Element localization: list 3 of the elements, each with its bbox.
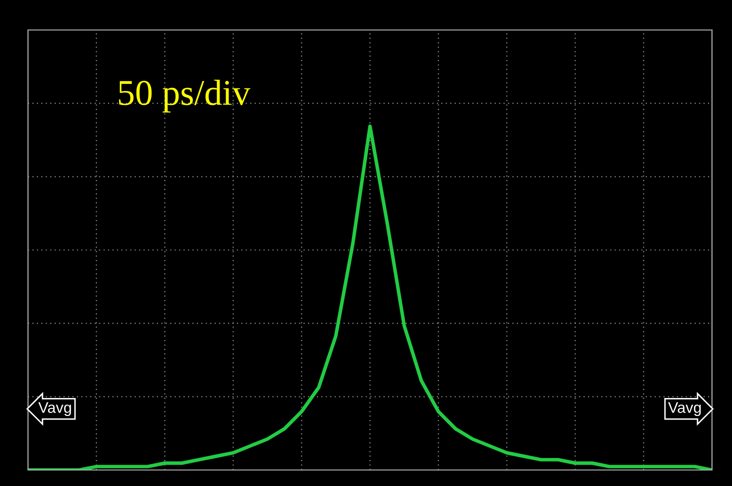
annotation: Vavg <box>668 402 701 416</box>
annotation: Vavg <box>38 402 71 416</box>
text: 50 ps/div <box>119 80 250 112</box>
